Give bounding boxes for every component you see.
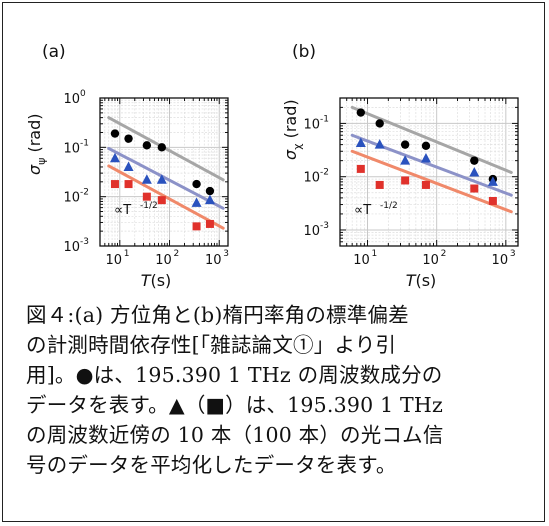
data-point-square	[124, 180, 133, 189]
data-point-square	[421, 180, 430, 189]
x-tick-label: 10	[353, 253, 370, 268]
y-tick-exponent: -3	[320, 221, 329, 231]
y-tick-exponent: -1	[80, 138, 89, 148]
data-point-triangle	[355, 137, 366, 147]
annotation-text: ∝T	[354, 203, 371, 218]
y-tick-label: 10	[303, 117, 320, 132]
fit-line	[350, 149, 513, 214]
caption-line: の計測時間依存性[「雑誌論文①」より引	[26, 333, 397, 357]
data-point-triangle	[156, 174, 167, 184]
x-tick-exponent: 3	[223, 249, 229, 259]
data-point-square	[470, 184, 479, 193]
caption-line: 号のデータを平均化したデータを表す。	[26, 453, 397, 477]
data-point-circle	[124, 134, 133, 143]
data-point-triangle	[191, 197, 202, 207]
y-tick-exponent: -2	[80, 188, 89, 198]
data-point-square	[157, 196, 166, 205]
data-point-circle	[375, 119, 384, 128]
annotation-exponent: -1/2	[380, 201, 398, 211]
y-tick-label: 10	[63, 240, 80, 255]
fit-line	[107, 164, 225, 230]
figure-caption: 図４:(a) 方位角と(b)楕円率角の標準偏差 の計測時間依存性[「雑誌論文①」…	[26, 300, 526, 480]
chart-panel-a: (a)10 1 10 2 10 310 -310 -210 -110 0T(s)σψ (rad)∝…	[25, 42, 229, 290]
x-tick-label: 10	[422, 253, 439, 268]
x-tick-label: 10	[492, 253, 509, 268]
data-point-circle	[192, 179, 201, 189]
fit-line	[107, 146, 225, 210]
data-point-triangle	[487, 176, 498, 186]
annotation-exponent: -1/2	[140, 201, 158, 211]
data-point-triangle	[400, 155, 411, 165]
data-point-square	[401, 176, 410, 185]
plot-frame	[99, 97, 229, 247]
figure-frame	[2, 2, 545, 522]
panel-label: (b)	[292, 42, 316, 62]
x-tick-exponent: 2	[441, 249, 447, 259]
y-axis-label: σψ (rad)	[25, 113, 48, 175]
data-point-circle	[470, 156, 479, 165]
data-point-square	[356, 164, 365, 173]
y-tick-label: 10	[63, 191, 80, 206]
y-tick-exponent: -1	[320, 114, 329, 124]
caption-line: 図４:(a) 方位角と(b)楕円率角の標準偏差	[26, 303, 409, 327]
data-point-circle	[205, 186, 215, 196]
plot-frame	[339, 97, 519, 247]
x-tick-label: 10	[155, 253, 172, 268]
y-tick-exponent: -3	[80, 237, 89, 247]
x-tick-label: 10	[205, 253, 222, 268]
data-point-triangle	[469, 166, 480, 177]
data-point-triangle	[374, 139, 385, 149]
data-point-square	[142, 192, 151, 201]
y-tick-exponent: 0	[80, 89, 86, 99]
x-axis-label: T(s)	[406, 271, 437, 290]
fit-line	[107, 116, 225, 182]
caption-line: の周波数近傍の 10 本（100 本）の光コム信	[26, 423, 444, 447]
figure-charts: (a)10 1 10 2 10 310 -310 -210 -110 0T(s)σψ (rad)∝…	[25, 42, 519, 290]
x-axis-label: T(s)	[141, 271, 172, 290]
data-point-square	[205, 219, 214, 228]
y-axis-label: σχ (rad)	[281, 99, 304, 160]
y-tick-exponent: -2	[320, 168, 329, 178]
data-point-triangle	[204, 194, 215, 205]
caption-line: 用]。●は、195.390 1 THz の周波数成分の	[26, 363, 443, 387]
data-point-circle	[421, 141, 431, 151]
data-point-circle	[110, 129, 120, 138]
data-point-circle	[356, 108, 366, 117]
data-point-square	[192, 222, 201, 231]
data-point-triangle	[109, 152, 120, 163]
data-point-triangle	[420, 152, 431, 163]
data-point-circle	[142, 141, 152, 150]
x-tick-label: 10	[106, 253, 123, 268]
panel-label: (a)	[42, 42, 66, 62]
y-tick-label: 10	[303, 171, 320, 186]
data-point-triangle	[123, 161, 134, 171]
y-tick-label: 10	[63, 92, 80, 107]
chart-panel-b: (b)10 1 10 2 10 310 -310 -210 -1T(s)σχ (rad)∝T -1…	[281, 42, 519, 290]
data-point-circle	[400, 140, 410, 149]
y-tick-label: 10	[303, 224, 320, 239]
caption-line: データを表す。▲（■）は、195.390 1 THz	[26, 393, 443, 417]
x-tick-exponent: 3	[510, 249, 516, 259]
data-point-square	[375, 180, 384, 189]
x-tick-exponent: 2	[174, 249, 180, 259]
y-tick-label: 10	[63, 141, 80, 156]
data-point-square	[488, 196, 497, 205]
data-point-triangle	[141, 174, 152, 184]
x-tick-exponent: 1	[372, 249, 378, 259]
data-point-circle	[157, 143, 167, 152]
annotation-text: ∝T	[114, 203, 131, 218]
data-point-square	[110, 180, 119, 189]
x-tick-exponent: 1	[124, 249, 130, 259]
fit-line	[350, 105, 513, 174]
